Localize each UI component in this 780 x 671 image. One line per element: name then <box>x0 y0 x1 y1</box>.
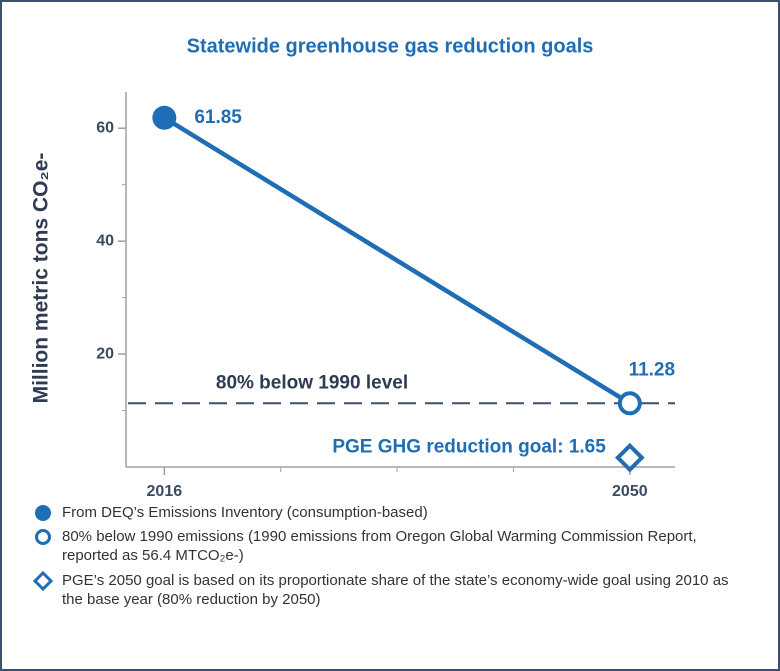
legend-text: From DEQ’s Emissions Inventory (consumpt… <box>62 504 428 521</box>
reference-label: 80% below 1990 level <box>216 372 408 393</box>
legend-marker <box>33 571 53 591</box>
y-tick-label: 40 <box>96 232 114 249</box>
point <box>614 442 645 473</box>
x-tick-label: 2016 <box>147 483 183 500</box>
point <box>617 391 642 416</box>
y-tick-label: 60 <box>96 119 114 136</box>
chart-title: Statewide greenhouse gas reduction goals <box>187 35 594 57</box>
legend-marker <box>35 505 51 521</box>
data-label: 11.28 <box>629 359 676 380</box>
point <box>152 105 177 130</box>
legend-marker <box>35 529 51 545</box>
x-tick-label: 2050 <box>612 483 648 500</box>
data-label: PGE GHG reduction goal: 1.65 <box>332 437 606 458</box>
legend-text: PGE’s 2050 goal is based on its proporti… <box>62 572 729 608</box>
y-tick-label: 20 <box>96 345 114 362</box>
line <box>163 115 631 406</box>
legend-text: 80% below 1990 emissions (1990 emissions… <box>62 528 697 564</box>
y-axis-label: Million metric tons CO₂e- <box>30 153 53 404</box>
data-label: 61.85 <box>194 107 242 128</box>
